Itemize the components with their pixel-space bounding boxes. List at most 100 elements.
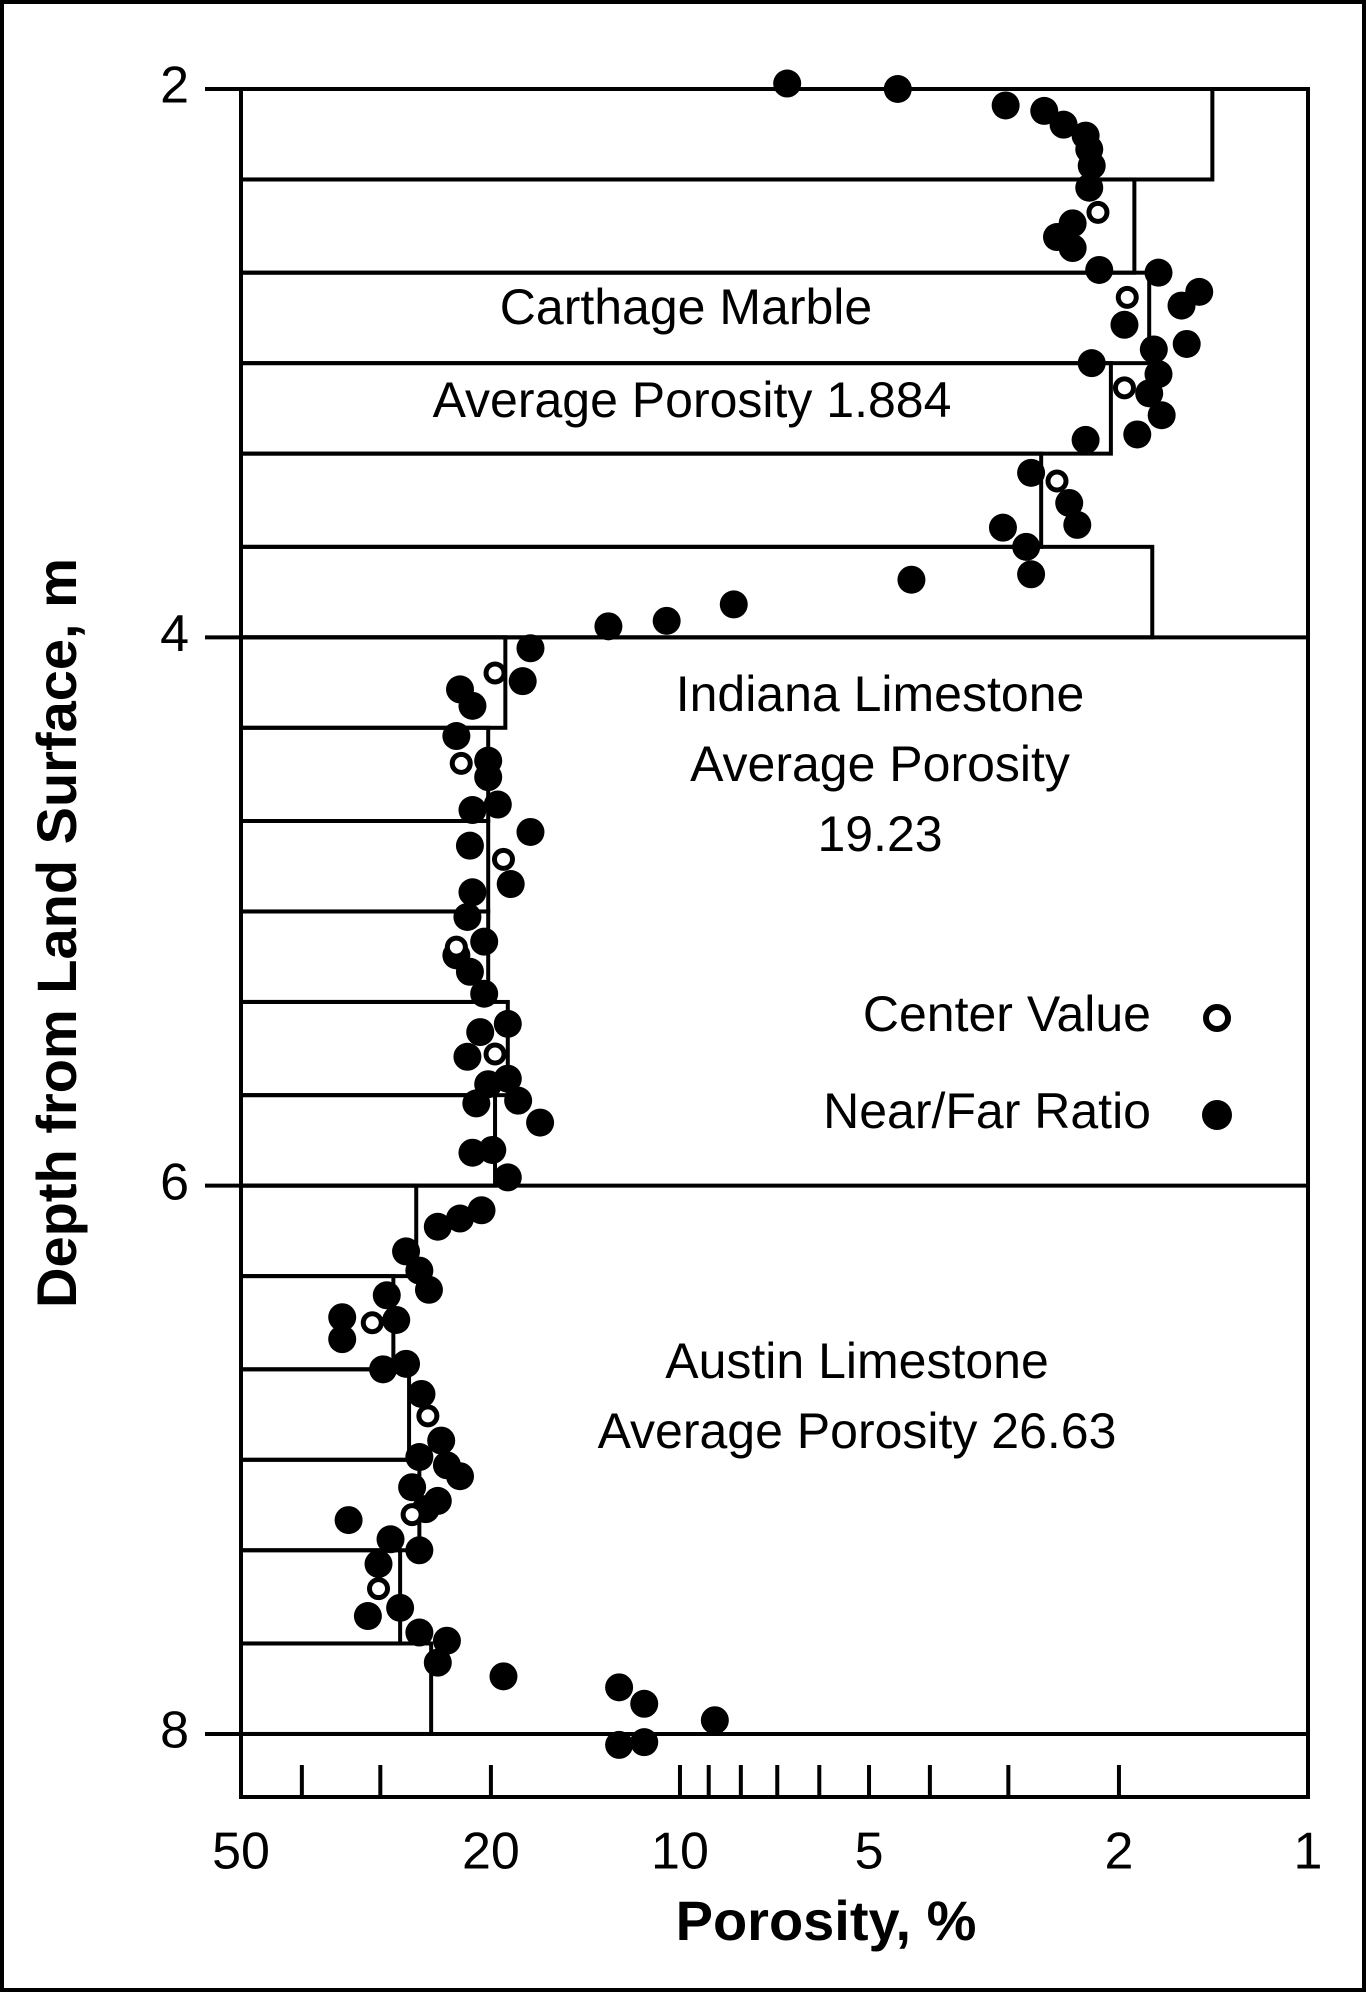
y-tick-label: 8 <box>160 1702 189 1760</box>
near-far-point <box>455 831 484 860</box>
near-far-point <box>1077 151 1106 180</box>
center-value-point <box>400 1503 424 1527</box>
near-far-point <box>470 927 499 956</box>
near-far-point <box>458 878 487 907</box>
center-value-point <box>360 1311 384 1335</box>
near-far-point <box>508 667 537 696</box>
near-far-point <box>372 1281 401 1310</box>
near-far-point <box>453 1042 482 1071</box>
near-far-point <box>328 1303 357 1332</box>
near-far-point <box>605 1673 634 1702</box>
annotation: Austin Limestone <box>665 1333 1049 1389</box>
near-far-point <box>474 763 503 792</box>
near-far-point <box>398 1473 427 1502</box>
near-far-point <box>526 1108 555 1137</box>
near-far-point <box>407 1379 436 1408</box>
y-tick-label: 2 <box>160 57 189 115</box>
near-far-point <box>1077 349 1106 378</box>
near-far-point <box>1049 110 1078 139</box>
near-far-point <box>353 1602 382 1631</box>
center-value-point <box>367 1577 391 1601</box>
near-far-point <box>458 691 487 720</box>
near-far-point <box>700 1706 729 1735</box>
x-tick-label: 50 <box>212 1823 270 1881</box>
center-value-point <box>449 751 473 775</box>
near-far-point <box>446 1462 475 1491</box>
near-far-point <box>630 1728 659 1757</box>
near-far-point <box>427 1426 456 1455</box>
near-far-point <box>392 1349 421 1378</box>
near-far-point <box>1063 510 1092 539</box>
annotation: Indiana Limestone <box>676 666 1085 722</box>
near-far-point <box>462 1089 491 1118</box>
near-far-point <box>1071 425 1100 454</box>
center-value-point <box>1112 376 1136 400</box>
near-far-point <box>458 796 487 825</box>
near-far-point <box>719 590 748 619</box>
near-far-point <box>493 1009 522 1038</box>
near-far-point <box>442 722 471 751</box>
center-value-point <box>444 935 468 959</box>
near-far-point <box>483 790 512 819</box>
near-far-point <box>988 513 1017 542</box>
legend-marker <box>1202 1100 1232 1130</box>
near-far-point <box>883 75 912 103</box>
near-far-point <box>1012 532 1041 561</box>
near-far-point <box>897 565 926 594</box>
center-value-point <box>483 661 507 685</box>
center-value-point <box>1045 469 1069 493</box>
near-far-point <box>478 1135 507 1164</box>
x-axis-title: Porosity, % <box>676 1889 977 1952</box>
annotation: Average Porosity <box>690 736 1070 792</box>
near-far-point <box>334 1506 363 1535</box>
near-far-point <box>1017 560 1046 589</box>
near-far-point <box>369 1355 398 1384</box>
center-value-point <box>491 847 515 871</box>
near-far-point <box>1058 234 1087 263</box>
near-far-point <box>489 1662 518 1691</box>
x-tick-label: 1 <box>1294 1823 1323 1881</box>
near-far-point <box>466 1018 495 1047</box>
near-far-point <box>432 1626 461 1655</box>
near-far-point <box>386 1593 415 1622</box>
near-far-point <box>516 817 545 846</box>
near-far-point <box>405 1536 434 1565</box>
near-far-point <box>991 91 1020 120</box>
near-far-point <box>364 1549 393 1578</box>
y-axis-title: Depth from Land Surface, m <box>25 558 88 1308</box>
near-far-point <box>1075 173 1104 202</box>
near-far-point <box>1172 329 1201 358</box>
near-far-point <box>630 1689 659 1718</box>
center-value-point <box>1086 200 1110 224</box>
center-value-point <box>483 1042 507 1066</box>
near-far-point <box>446 1204 475 1233</box>
x-tick-label: 20 <box>462 1823 520 1881</box>
near-far-point <box>414 1275 443 1304</box>
legend-label: Near/Far Ratio <box>823 1083 1151 1139</box>
annotation: Carthage Marble <box>500 279 872 335</box>
near-far-point <box>516 634 545 663</box>
near-far-point <box>1017 458 1046 487</box>
near-far-point <box>1085 255 1114 284</box>
near-far-point <box>1030 96 1059 125</box>
near-far-point <box>1147 401 1176 430</box>
near-far-point <box>594 612 623 641</box>
near-far-point <box>405 1618 434 1647</box>
near-far-point <box>423 1648 452 1677</box>
near-far-point <box>423 1212 452 1241</box>
near-far-point <box>493 1163 522 1192</box>
near-far-point <box>376 1525 405 1554</box>
near-far-point <box>1123 420 1152 449</box>
annotation: Average Porosity 1.884 <box>433 372 952 428</box>
near-far-point <box>328 1325 357 1354</box>
near-far-point <box>773 69 802 98</box>
annotation: 19.23 <box>817 806 942 862</box>
legend-label: Center Value <box>863 986 1151 1042</box>
legend-marker <box>1203 1004 1231 1032</box>
annotation: Average Porosity 26.63 <box>598 1403 1117 1459</box>
near-far-point <box>453 902 482 931</box>
near-far-point <box>652 606 681 635</box>
x-tick-label: 10 <box>651 1823 709 1881</box>
